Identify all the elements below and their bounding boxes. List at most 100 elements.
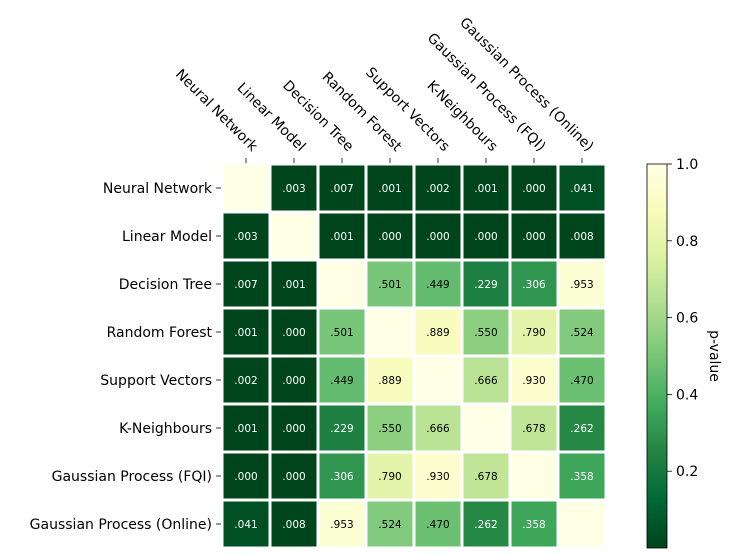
cell-value-label: .000 xyxy=(378,231,401,243)
cell-value-label: .000 xyxy=(522,231,545,243)
colorbar-tick-label: 1.0 xyxy=(676,157,698,173)
cell-value-label: .889 xyxy=(378,375,401,387)
heatmap-cell xyxy=(271,501,317,547)
cell-value-label: .953 xyxy=(570,279,593,291)
cell-value-label: .001 xyxy=(378,183,401,195)
heatmap-cell xyxy=(223,213,269,259)
cell-value-label: .002 xyxy=(234,375,257,387)
cell-value-label: .470 xyxy=(570,375,593,387)
cell-value-label: .262 xyxy=(570,423,593,435)
heatmap-cell xyxy=(559,309,605,355)
y-tick-label: Neural Network xyxy=(103,181,213,197)
heatmap-cell xyxy=(511,213,557,259)
y-tick-label: Support Vectors xyxy=(100,373,212,389)
heatmap-cell xyxy=(511,405,557,451)
colorbar-tick-label: 0.4 xyxy=(676,387,698,403)
cell-value-label: .790 xyxy=(378,471,401,483)
heatmap-cell xyxy=(367,261,413,307)
heatmap-cells: .003 .007 .001 .002 .001 .000 .041 .003 .001 .000… xyxy=(223,165,605,547)
heatmap-cell xyxy=(511,165,557,211)
heatmap-cell xyxy=(319,405,365,451)
cell-value-label: .007 xyxy=(330,183,353,195)
y-tick-label: Random Forest xyxy=(107,325,213,341)
heatmap-cell xyxy=(463,261,509,307)
cell-value-label: .229 xyxy=(474,279,497,291)
heatmap-cell xyxy=(559,357,605,403)
cell-value-label: .678 xyxy=(522,423,545,435)
cell-value-label: .930 xyxy=(426,471,449,483)
cell-value-label: .000 xyxy=(426,231,449,243)
cell-value-label: .001 xyxy=(234,423,257,435)
cell-value-label: .449 xyxy=(426,279,449,291)
heatmap-cell xyxy=(463,453,509,499)
cell-value-label: .008 xyxy=(282,519,305,531)
cell-value-label: .000 xyxy=(282,471,305,483)
heatmap-cell xyxy=(559,213,605,259)
cell-value-label: .930 xyxy=(522,375,545,387)
heatmap-cell xyxy=(463,165,509,211)
heatmap-cell xyxy=(559,453,605,499)
cell-value-label: .000 xyxy=(282,327,305,339)
cell-value-label: .306 xyxy=(330,471,354,483)
heatmap-cell xyxy=(415,357,461,403)
heatmap-cell xyxy=(271,357,317,403)
heatmap-cell xyxy=(271,405,317,451)
cell-value-label: .501 xyxy=(330,327,353,339)
colorbar-tick-label: 0.2 xyxy=(676,464,698,480)
y-tick-label: Gaussian Process (Online) xyxy=(30,517,212,533)
heatmap-cell xyxy=(463,309,509,355)
heatmap-cell xyxy=(511,501,557,547)
cell-value-label: .358 xyxy=(570,471,593,483)
y-tick-label: Decision Tree xyxy=(119,277,212,293)
heatmap-cell xyxy=(319,453,365,499)
y-tick-label: Gaussian Process (FQI) xyxy=(52,469,212,485)
heatmap-cell xyxy=(223,405,269,451)
heatmap-cell xyxy=(415,213,461,259)
cell-value-label: .002 xyxy=(426,183,449,195)
x-tick-label: Support Vectors xyxy=(362,65,452,155)
cell-value-label: .524 xyxy=(570,327,594,339)
colorbar-tick-label: 0.6 xyxy=(676,311,698,327)
heatmap-cell xyxy=(319,309,365,355)
cell-value-label: .550 xyxy=(474,327,497,339)
cell-value-label: .001 xyxy=(234,327,257,339)
cell-value-label: .000 xyxy=(522,183,545,195)
cell-value-label: .001 xyxy=(282,279,305,291)
heatmap-cell xyxy=(367,213,413,259)
colorbar-label: p-value xyxy=(706,330,722,382)
heatmap-cell xyxy=(559,165,605,211)
heatmap-cell xyxy=(367,501,413,547)
heatmap-cell xyxy=(367,165,413,211)
cell-value-label: .470 xyxy=(426,519,449,531)
colorbar-ticks: 0.2 0.4 0.6 0.8 1.0 xyxy=(667,157,698,480)
heatmap-cell xyxy=(415,261,461,307)
heatmap-cell xyxy=(271,453,317,499)
cell-value-label: .524 xyxy=(378,519,402,531)
y-tick-label: Linear Model xyxy=(122,229,212,245)
heatmap-cell xyxy=(271,213,317,259)
cell-value-label: .501 xyxy=(378,279,401,291)
heatmap-cell xyxy=(511,453,557,499)
heatmap-cell xyxy=(319,501,365,547)
heatmap-cell xyxy=(319,165,365,211)
cell-value-label: .358 xyxy=(522,519,545,531)
cell-value-label: .001 xyxy=(474,183,497,195)
heatmap-cell xyxy=(319,261,365,307)
heatmap-cell xyxy=(511,309,557,355)
cell-value-label: .666 xyxy=(426,423,450,435)
heatmap-cell xyxy=(415,165,461,211)
cell-value-label: .262 xyxy=(474,519,497,531)
cell-value-label: .041 xyxy=(570,183,593,195)
heatmap-cell xyxy=(223,165,269,211)
heatmap-cell xyxy=(463,213,509,259)
cell-value-label: .000 xyxy=(474,231,497,243)
cell-value-label: .008 xyxy=(570,231,593,243)
cell-value-label: .889 xyxy=(426,327,449,339)
cell-value-label: .666 xyxy=(474,375,498,387)
colorbar-gradient xyxy=(646,163,668,549)
heatmap-cell xyxy=(223,261,269,307)
heatmap-cell xyxy=(271,165,317,211)
heatmap-cell xyxy=(559,261,605,307)
